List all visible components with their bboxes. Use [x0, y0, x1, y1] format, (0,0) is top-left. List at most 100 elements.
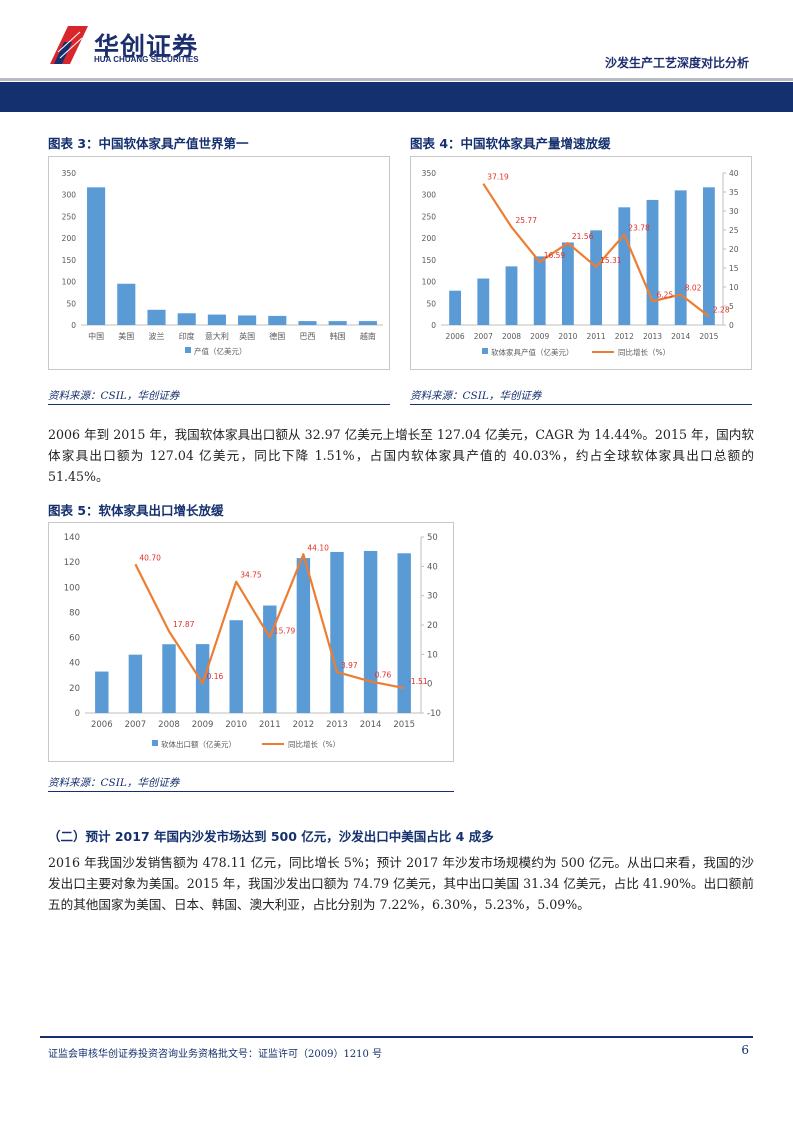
figure3-title: 图表 3：中国软体家具产值世界第一 — [48, 133, 390, 158]
data-label: -1.51 — [408, 677, 428, 686]
chart-bar — [117, 283, 136, 325]
y-tick-label: 350 — [62, 169, 77, 178]
footer-divider — [40, 1036, 753, 1038]
chart-bar — [268, 315, 287, 325]
figure5-source-rule — [48, 791, 454, 792]
y-tick-label: 100 — [422, 278, 437, 287]
chart-bar — [95, 671, 109, 713]
y-tick-label: 250 — [62, 212, 77, 221]
y-tick-label: 20 — [69, 684, 80, 694]
x-tick-label: 韩国 — [330, 331, 346, 341]
x-tick-label: 2014 — [360, 720, 382, 730]
figure4-chart: 0 50 100 150 200 250 300 350 2006 2007 2008 2009 201… — [410, 156, 752, 370]
data-label: 15.31 — [600, 256, 622, 265]
chart-bar — [477, 278, 490, 325]
y2-tick-label: 25 — [729, 226, 739, 235]
figure3-source: 资料来源：CSIL，华创证券 — [48, 390, 180, 402]
data-label: 6.25 — [657, 290, 674, 299]
chart-bar — [263, 605, 277, 713]
x-tick-label: 2010 — [558, 332, 577, 341]
x-tick-label: 2012 — [615, 332, 634, 341]
chart-bar — [533, 256, 546, 325]
y-tick-label: 300 — [422, 191, 437, 200]
x-tick-label: 德国 — [269, 331, 285, 341]
legend-bar-swatch — [152, 740, 158, 746]
data-label: 23.78 — [628, 224, 650, 233]
x-tick-label: 意大利 — [205, 331, 229, 341]
chart-bar — [147, 309, 166, 325]
body-paragraph-1: 2006 年到 2015 年，我国软体家具出口额从 32.97 亿美元上增长至 … — [48, 427, 754, 484]
x-tick-label: 2007 — [474, 332, 493, 341]
y-tick-label: 150 — [62, 256, 77, 265]
footer-text: 证监会审核华创证券投资咨询业务资格批文号：证监许可（2009）1210 号 — [48, 1049, 383, 1060]
chart-bar — [195, 644, 210, 713]
figure5-source: 资料来源：CSIL，华创证券 — [48, 777, 180, 789]
report-title: 沙发生产工艺深度对比分析 — [604, 56, 749, 70]
y-tick-label: 200 — [62, 234, 77, 243]
data-label: 0.16 — [207, 672, 224, 681]
chart-bar — [561, 242, 574, 325]
y-tick-label: 80 — [69, 608, 80, 618]
x-tick-label: 2006 — [91, 720, 113, 730]
data-label: 15.79 — [274, 626, 296, 635]
chart-bar — [363, 550, 378, 713]
chart-bar — [128, 654, 143, 713]
y2-tick-label: 0 — [729, 321, 734, 330]
y-tick-label: 250 — [422, 212, 437, 221]
x-tick-label: 2011 — [259, 720, 281, 730]
legend-label: 同比增长（%） — [288, 739, 340, 749]
data-label: 25.77 — [516, 216, 538, 225]
growth-line — [482, 183, 710, 318]
x-tick-label: 英国 — [239, 331, 255, 341]
x-tick-label: 2009 — [192, 720, 214, 730]
legend-bar-swatch — [185, 347, 191, 353]
y-tick-label: 0 — [431, 321, 436, 330]
chart-bar — [177, 313, 196, 325]
legend-bar-swatch — [482, 348, 488, 354]
data-label: 2.28 — [713, 305, 730, 314]
x-tick-label: 印度 — [179, 331, 195, 341]
y-tick-label: 0 — [71, 321, 76, 330]
chart-bar — [358, 321, 377, 325]
x-tick-label: 2010 — [225, 720, 247, 730]
chart-bar — [618, 207, 631, 325]
data-label: 17.87 — [173, 620, 195, 629]
figure4-source-rule — [410, 404, 752, 405]
header-band — [0, 82, 793, 112]
x-tick-label: 2007 — [125, 720, 147, 730]
y2-tick-label: 35 — [729, 188, 739, 197]
header-divider — [0, 78, 793, 81]
section-heading: （二）预计 2017 年国内沙发市场达到 500 亿元，沙发出口中美国占比 4 … — [48, 829, 494, 844]
y-tick-label: 120 — [64, 558, 80, 568]
x-tick-label: 2008 — [158, 720, 180, 730]
data-label: 21.56 — [572, 232, 594, 241]
figure4-title: 图表 4：中国软体家具产量增速放缓 — [410, 133, 752, 158]
y-tick-label: 50 — [426, 299, 436, 308]
company-logo-icon — [50, 26, 88, 64]
x-tick-label: 2015 — [393, 720, 415, 730]
y2-tick-label: 10 — [427, 650, 438, 660]
brand-name-en: HUA CHUANG SECURITIES — [94, 55, 199, 64]
y-tick-label: 60 — [69, 634, 80, 644]
legend-label: 软体出口额（亿美元） — [161, 739, 236, 749]
x-tick-label: 2008 — [502, 332, 521, 341]
legend-label: 同比增长（%） — [618, 347, 670, 357]
data-label: 34.75 — [240, 571, 262, 580]
figure4-source: 资料来源：CSIL，华创证券 — [410, 390, 542, 402]
chart-bar — [449, 290, 462, 325]
x-tick-label: 2013 — [643, 332, 662, 341]
chart-bar — [702, 187, 715, 325]
y2-tick-label: 0 — [427, 680, 432, 690]
y2-tick-label: 5 — [729, 302, 734, 311]
x-tick-label: 2014 — [671, 332, 690, 341]
y-tick-label: 140 — [64, 533, 80, 543]
figure3-chart: 0 50 100 150 200 250 300 350 中国 美国 波兰 印度 意大利 英国 德国 巴西 韩国… — [48, 156, 390, 370]
y-tick-label: 150 — [422, 256, 437, 265]
x-tick-label: 2012 — [293, 720, 315, 730]
x-tick-label: 越南 — [360, 331, 376, 341]
x-tick-label: 波兰 — [149, 331, 165, 341]
y2-tick-label: 50 — [427, 533, 438, 543]
y-tick-label: 100 — [64, 583, 80, 593]
